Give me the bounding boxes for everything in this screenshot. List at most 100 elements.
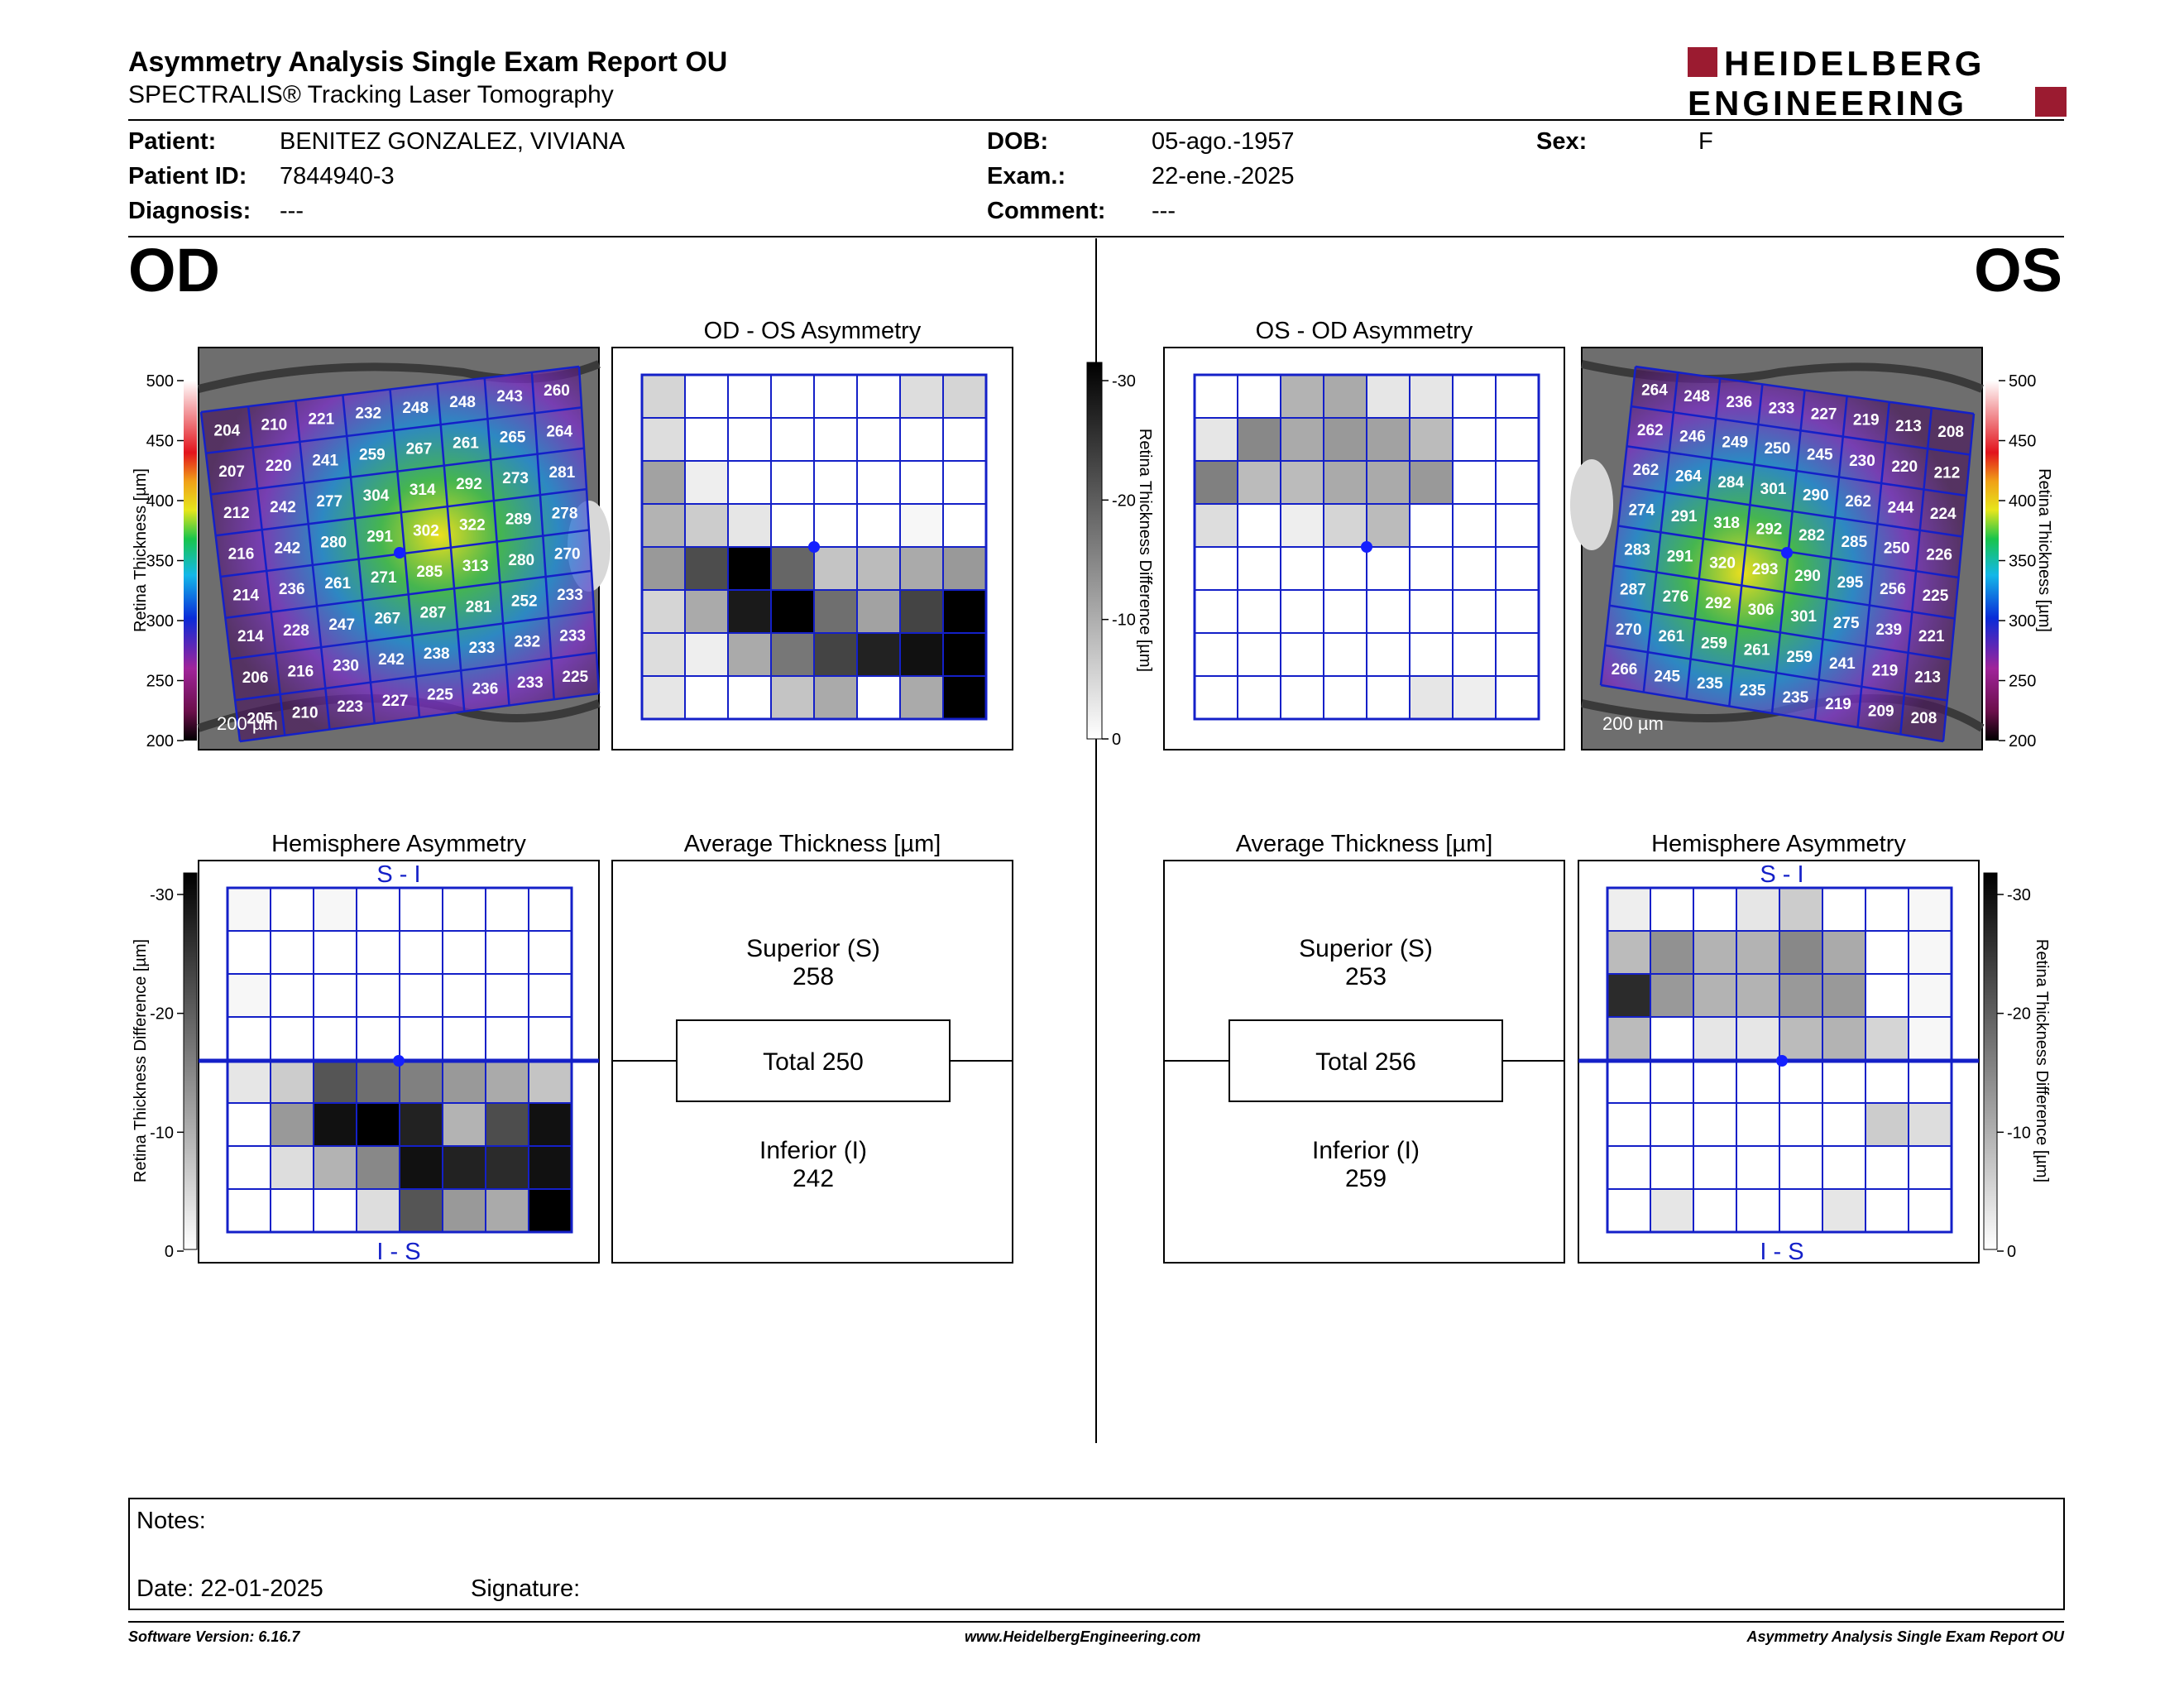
os-asym-cell <box>1280 374 1324 419</box>
os-hemi-cell <box>1908 930 1952 975</box>
od-thickness-value: 248 <box>402 400 429 417</box>
notes-label: Notes: <box>136 1508 206 1534</box>
comment-value: --- <box>1152 198 1176 224</box>
os-thickness-value: 291 <box>1667 548 1693 565</box>
od-thickness-value: 261 <box>324 575 351 592</box>
os-asym-cell <box>1366 546 1410 591</box>
os-asym-cell <box>1194 503 1238 548</box>
os-hemi-cell <box>1650 1145 1694 1190</box>
od-hemi-top-label: S - I <box>376 861 420 888</box>
od-hemi-cell <box>442 1102 486 1147</box>
od-hemi-cell <box>442 1016 486 1061</box>
od-thickness-value: 221 <box>308 411 334 429</box>
od-hemi-cell <box>528 1102 572 1147</box>
od-asym-cell <box>899 503 944 548</box>
patient-name: BENITEZ GONZALEZ, VIVIANA <box>280 128 625 155</box>
os-asym-cell <box>1409 460 1454 505</box>
axis-tick-label: 450 <box>2009 433 2036 451</box>
od-thickness-value: 252 <box>511 592 538 610</box>
os-asym-cell <box>1194 460 1238 505</box>
os-thickness-value: 295 <box>1837 574 1864 592</box>
od-thickness-value: 212 <box>223 505 250 522</box>
os-hemi-cell <box>1779 973 1823 1018</box>
axis-tick-label: 0 <box>2007 1243 2016 1261</box>
os-asym-cell <box>1366 632 1410 677</box>
os-thickness-value: 301 <box>1760 481 1787 498</box>
od-hemi-cell <box>485 930 529 975</box>
od-thickness-value: 304 <box>363 487 390 505</box>
od-hemi-cell <box>270 1016 314 1061</box>
os-asym-cell <box>1366 417 1410 462</box>
os-hemi-cell <box>1607 1059 1651 1104</box>
os-asym-cell <box>1280 632 1324 677</box>
axis-tick-label: -30 <box>2007 886 2031 904</box>
os-thickness-value: 219 <box>1853 412 1880 429</box>
od-hemi-cell <box>313 1059 357 1104</box>
od-hemi-cell <box>356 1059 400 1104</box>
os-hemi-cell <box>1779 1059 1823 1104</box>
notes-box[interactable]: Notes: Date: 22-01-2025 Signature: <box>128 1498 2065 1610</box>
os-asym-cell <box>1280 503 1324 548</box>
website-link[interactable]: www.HeidelbergEngineering.com <box>965 1628 1201 1645</box>
od-thickness-value: 322 <box>459 516 486 534</box>
os-asym-cell <box>1452 374 1497 419</box>
os-thickness-value: 283 <box>1624 542 1650 559</box>
od-hemi-cell <box>313 973 357 1018</box>
os-hemi-cell <box>1779 930 1823 975</box>
os-asym-cell <box>1194 374 1238 419</box>
os-thickness-value: 287 <box>1620 582 1646 599</box>
od-thickness-value: 223 <box>337 698 363 716</box>
os-thickness-value: 262 <box>1845 493 1871 511</box>
os-hemi-bottom-label: I - S <box>1760 1239 1803 1265</box>
od-hemi-cell <box>485 1059 529 1104</box>
od-asym-cell <box>942 374 987 419</box>
os-thickness-value: 239 <box>1875 621 1902 639</box>
od-asym-cell <box>684 632 729 677</box>
od-hemi-colorbar <box>183 872 198 1250</box>
od-asym-cell <box>770 503 815 548</box>
os-asym-cell <box>1237 589 1281 634</box>
os-asym-cell <box>1366 503 1410 548</box>
od-thickness-value: 273 <box>502 470 529 487</box>
os-hemi-cell <box>1650 1016 1694 1061</box>
os-thickness-value: 275 <box>1833 615 1860 632</box>
os-asym-cell <box>1237 632 1281 677</box>
os-thickness-value: 219 <box>1872 662 1899 679</box>
os-hemi-cell <box>1779 1102 1823 1147</box>
os-thickness-value: 290 <box>1794 568 1821 585</box>
od-asym-cell <box>770 675 815 720</box>
od-hemi-cell <box>356 973 400 1018</box>
od-thickness-value: 280 <box>320 535 347 552</box>
od-thickness-map: 204 210 221 232 248 248 243 260 207 220 241 259 267 2… <box>197 347 611 750</box>
os-hemi-cell <box>1779 1188 1823 1233</box>
axis-tick-label: 500 <box>146 372 174 391</box>
od-thickness-value: 267 <box>406 440 433 458</box>
os-hemi-cell <box>1736 1102 1780 1147</box>
od-asym-cell <box>770 589 815 634</box>
os-asym-cell <box>1323 417 1367 462</box>
os-thickness-value: 209 <box>1868 703 1894 721</box>
patient-id: 7844940-3 <box>280 163 395 189</box>
od-thickness-value: 285 <box>416 563 443 581</box>
od-thickness-value: 247 <box>328 616 355 634</box>
od-asym-cell <box>684 675 729 720</box>
od-asym-cell <box>856 632 901 677</box>
od-thickness-value: 291 <box>366 528 393 545</box>
eye-label-os: OS <box>1974 236 2062 305</box>
os-hemi-cell <box>1607 887 1651 932</box>
od-hemi-cell <box>528 930 572 975</box>
od-thickness-value: 267 <box>374 611 400 628</box>
axis-tick-label: -20 <box>1112 492 1136 510</box>
os-asym-cell <box>1323 589 1367 634</box>
od-thickness-value: 302 <box>413 522 439 539</box>
os-hemi-cell <box>1607 1188 1651 1233</box>
os-superior-value: 253 <box>1345 963 1387 990</box>
od-asym-cell <box>641 460 686 505</box>
axis-tick-label: 200 <box>2009 732 2036 750</box>
os-asym-cell <box>1237 503 1281 548</box>
od-asym-cell <box>813 460 858 505</box>
os-hemi-cell <box>1908 1016 1952 1061</box>
od-asym-cell <box>813 374 858 419</box>
os-hemi-cell <box>1693 1145 1737 1190</box>
os-asym-cell <box>1409 675 1454 720</box>
